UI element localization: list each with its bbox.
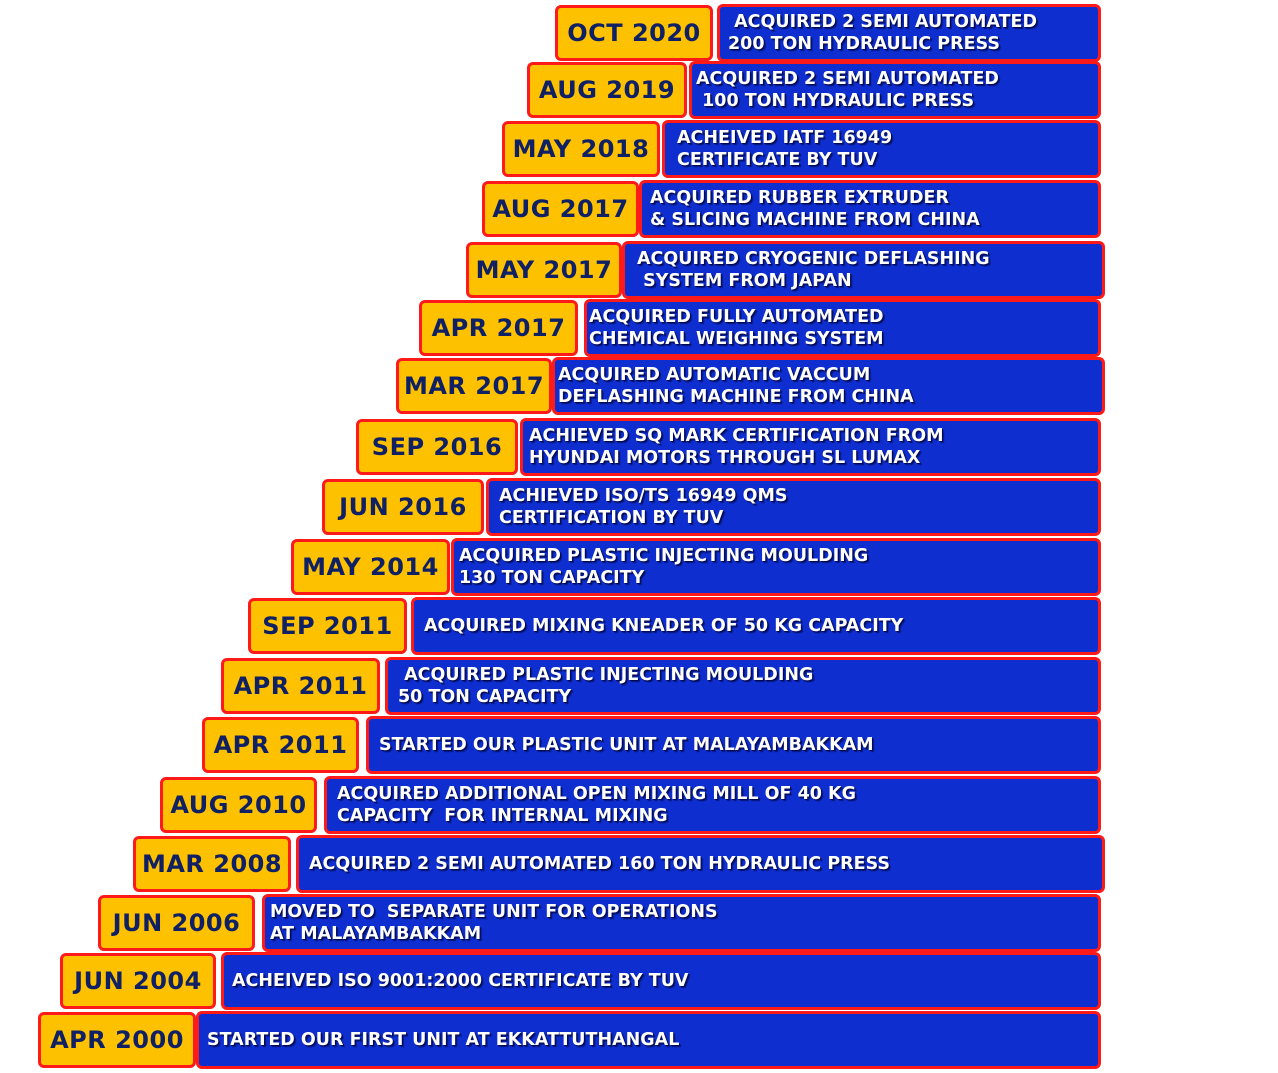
milestone-description: STARTED OUR FIRST UNIT AT EKKATTUTHANGAL xyxy=(196,1011,1101,1069)
milestone-date: APR 2000 xyxy=(38,1012,196,1068)
milestone-date: APR 2011 xyxy=(202,717,359,773)
milestone-description: ACQUIRED AUTOMATIC VACCUM DEFLASHING MAC… xyxy=(552,357,1105,415)
milestone-date: AUG 2019 xyxy=(527,62,687,118)
milestone-date: MAY 2017 xyxy=(466,242,622,298)
milestone-row: ACQUIRED 2 SEMI AUTOMATED 160 TON HYDRAU… xyxy=(0,835,1278,893)
milestone-row: ACHEIVED IATF 16949 CERTIFICATE BY TUV MA… xyxy=(0,120,1278,178)
milestone-date: MAY 2014 xyxy=(291,539,450,595)
milestone-row: ACHIEVED ISO/TS 16949 QMS CERTIFICATION … xyxy=(0,478,1278,536)
milestone-date: AUG 2017 xyxy=(482,181,639,237)
milestone-row: ACHEIVED ISO 9001:2000 CERTIFICATE BY TU… xyxy=(0,952,1278,1010)
milestone-description: ACQUIRED 2 SEMI AUTOMATED 160 TON HYDRAU… xyxy=(296,835,1105,893)
milestone-description: ACQUIRED ADDITIONAL OPEN MIXING MILL OF … xyxy=(324,776,1101,834)
milestone-date: SEP 2016 xyxy=(356,419,518,475)
milestone-row: ACQUIRED 2 SEMI AUTOMATED 100 TON HYDRAU… xyxy=(0,61,1278,119)
milestone-row: ACQUIRED PLASTIC INJECTING MOULDING 130 … xyxy=(0,538,1278,596)
milestone-description: ACHIEVED ISO/TS 16949 QMS CERTIFICATION … xyxy=(486,478,1101,536)
milestone-description: ACQUIRED MIXING KNEADER OF 50 KG CAPACIT… xyxy=(411,597,1101,655)
milestone-date: OCT 2020 xyxy=(555,5,713,61)
milestone-date: APR 2017 xyxy=(419,300,578,356)
milestone-date: JUN 2016 xyxy=(322,479,484,535)
milestone-description: ACQUIRED 2 SEMI AUTOMATED 100 TON HYDRAU… xyxy=(689,61,1101,119)
milestone-description: ACQUIRED PLASTIC INJECTING MOULDING 130 … xyxy=(451,538,1101,596)
milestone-row: ACHIEVED SQ MARK CERTIFICATION FROM HYUN… xyxy=(0,418,1278,476)
milestone-description: ACHEIVED IATF 16949 CERTIFICATE BY TUV xyxy=(662,120,1101,178)
milestone-row: ACQUIRED FULLY AUTOMATED CHEMICAL WEIGHI… xyxy=(0,299,1278,357)
milestone-description: ACQUIRED PLASTIC INJECTING MOULDING 50 T… xyxy=(385,657,1101,715)
milestone-row: ACQUIRED AUTOMATIC VACCUM DEFLASHING MAC… xyxy=(0,357,1278,415)
milestone-row: ACQUIRED RUBBER EXTRUDER & SLICING MACHI… xyxy=(0,180,1278,238)
milestone-description: ACHIEVED SQ MARK CERTIFICATION FROM HYUN… xyxy=(520,418,1101,476)
milestone-row: MOVED TO SEPARATE UNIT FOR OPERATIONS AT… xyxy=(0,894,1278,952)
milestone-row: ACQUIRED CRYOGENIC DEFLASHING SYSTEM FRO… xyxy=(0,241,1278,299)
milestone-description: ACQUIRED RUBBER EXTRUDER & SLICING MACHI… xyxy=(639,180,1101,238)
milestone-row: STARTED OUR FIRST UNIT AT EKKATTUTHANGAL… xyxy=(0,1011,1278,1069)
milestone-row: ACQUIRED PLASTIC INJECTING MOULDING 50 T… xyxy=(0,657,1278,715)
milestone-description: ACQUIRED 2 SEMI AUTOMATED 200 TON HYDRAU… xyxy=(717,4,1101,62)
milestone-description: ACQUIRED FULLY AUTOMATED CHEMICAL WEIGHI… xyxy=(584,299,1101,357)
milestone-date: MAR 2008 xyxy=(133,836,291,892)
milestone-date: AUG 2010 xyxy=(160,777,317,833)
milestone-row: ACQUIRED 2 SEMI AUTOMATED 200 TON HYDRAU… xyxy=(0,4,1278,62)
milestone-description: ACQUIRED CRYOGENIC DEFLASHING SYSTEM FRO… xyxy=(622,241,1105,299)
milestone-date: MAY 2018 xyxy=(502,121,660,177)
milestone-date: JUN 2006 xyxy=(98,895,255,951)
milestone-description: STARTED OUR PLASTIC UNIT AT MALAYAMBAKKA… xyxy=(366,716,1101,774)
milestone-description: MOVED TO SEPARATE UNIT FOR OPERATIONS AT… xyxy=(262,894,1101,952)
milestone-date: MAR 2017 xyxy=(396,358,552,414)
milestone-date: APR 2011 xyxy=(221,658,380,714)
milestone-row: ACQUIRED MIXING KNEADER OF 50 KG CAPACIT… xyxy=(0,597,1278,655)
milestone-row: STARTED OUR PLASTIC UNIT AT MALAYAMBAKKA… xyxy=(0,716,1278,774)
milestone-row: ACQUIRED ADDITIONAL OPEN MIXING MILL OF … xyxy=(0,776,1278,834)
milestone-date: SEP 2011 xyxy=(248,598,407,654)
milestone-description: ACHEIVED ISO 9001:2000 CERTIFICATE BY TU… xyxy=(221,952,1101,1010)
milestone-date: JUN 2004 xyxy=(60,953,216,1009)
